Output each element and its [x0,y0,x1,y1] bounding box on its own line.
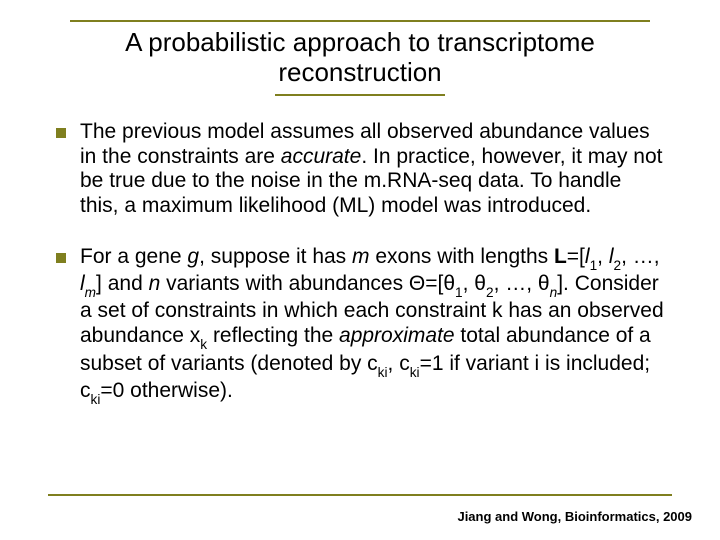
bottom-rule [48,494,672,496]
page-title: A probabilistic approach to transcriptom… [50,28,670,94]
square-bullet-icon [56,253,66,263]
top-rule [70,20,650,22]
title-line-1: A probabilistic approach to transcriptom… [125,27,595,57]
bullet-list: The previous model assumes all observed … [50,120,670,406]
title-line-2: reconstruction [278,57,441,87]
title-underline [275,94,445,96]
citation: Jiang and Wong, Bioinformatics, 2009 [457,509,692,524]
list-item: The previous model assumes all observed … [56,120,664,219]
square-bullet-icon [56,128,66,138]
bullet-text: For a gene g, suppose it has m exons wit… [80,245,664,406]
slide: A probabilistic approach to transcriptom… [0,0,720,540]
list-item: For a gene g, suppose it has m exons wit… [56,245,664,406]
bullet-text: The previous model assumes all observed … [80,120,664,219]
